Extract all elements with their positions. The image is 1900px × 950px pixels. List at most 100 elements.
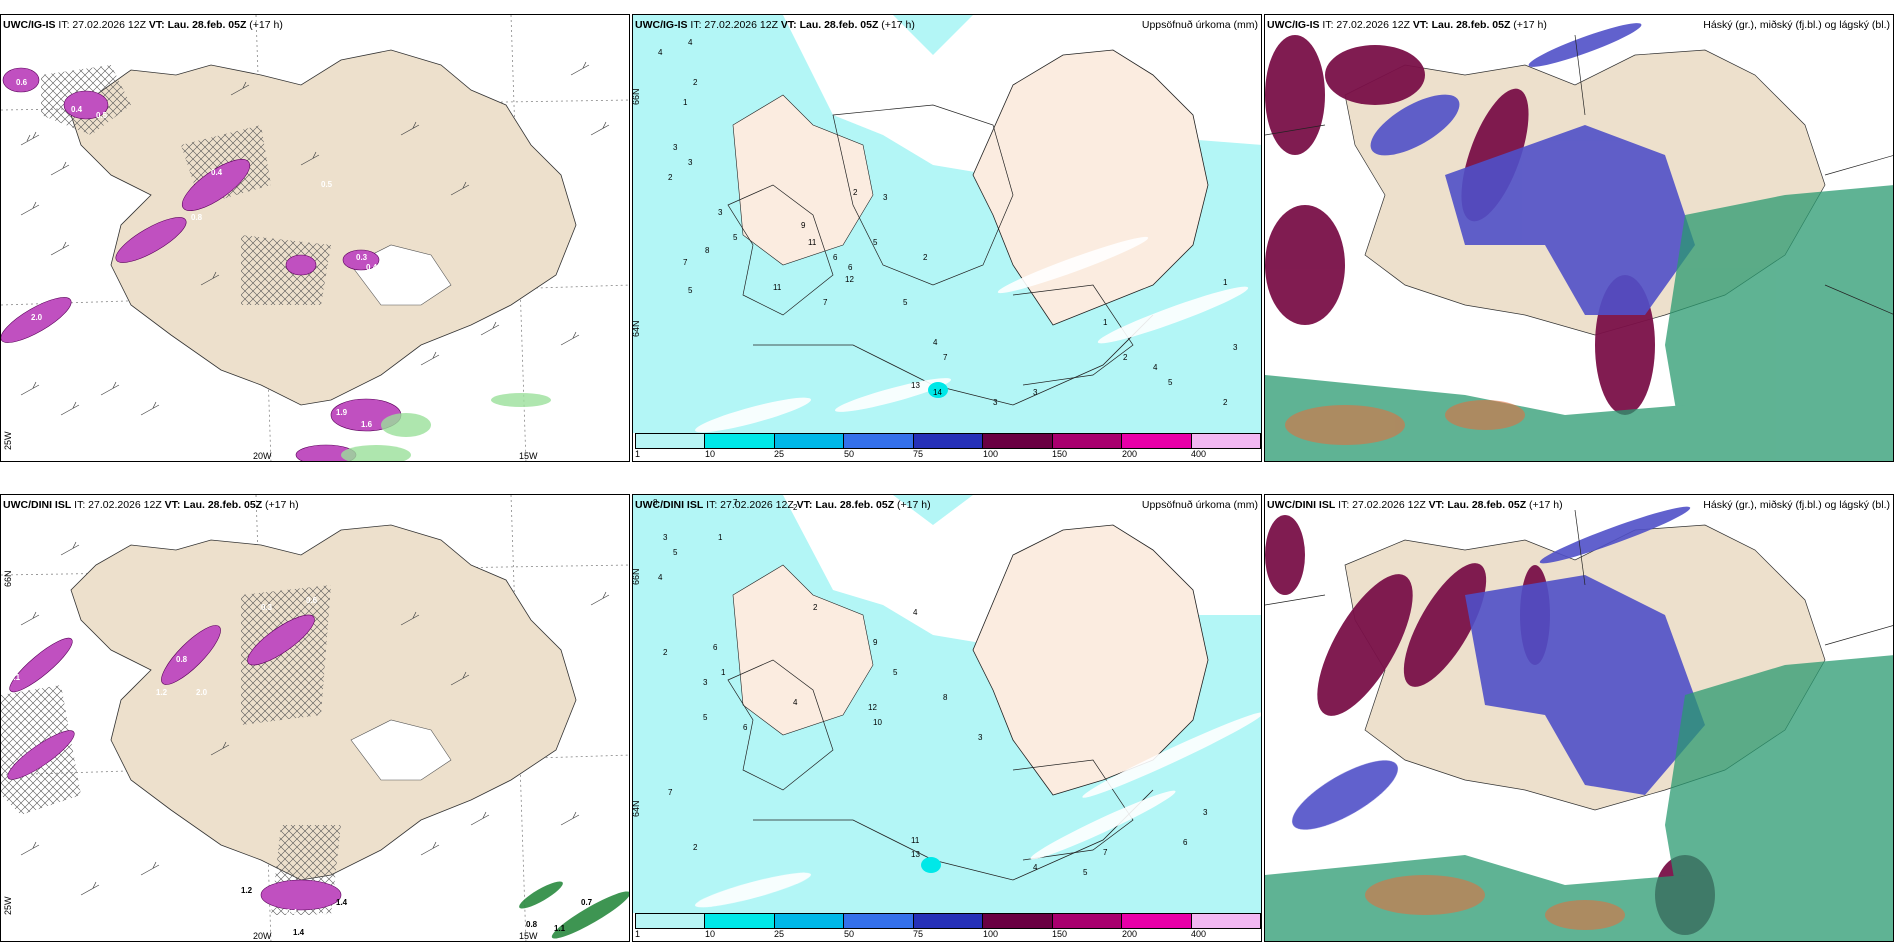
- precip-value: 1: [721, 668, 726, 677]
- wind-label: 0.4: [286, 908, 298, 917]
- precip-value: 12: [868, 703, 877, 712]
- precip-value: 8: [653, 498, 658, 507]
- lon-label: 15W: [519, 931, 538, 941]
- precip-value: 5: [673, 548, 678, 557]
- precip-panel-bottom: 8 7 2 3 5 1 4 6 3 2 1 5 2 9 4 8 12 10 6 …: [632, 494, 1262, 942]
- wind-label: 2.1: [9, 673, 21, 682]
- wind-label: 0.4: [71, 105, 83, 114]
- wind-label: 0.8: [176, 655, 188, 664]
- cloud-map: [1265, 15, 1893, 461]
- lat-label: 66N: [3, 570, 13, 587]
- precip-value: 2: [923, 253, 928, 262]
- wind-label: 0.3: [356, 253, 368, 262]
- lat-label: 66N: [632, 88, 641, 105]
- wind-label: 1.6: [361, 420, 373, 429]
- wind-label: 0.5: [96, 111, 108, 120]
- precip-value: 2: [1223, 398, 1228, 407]
- panel-header: UWC/DINI ISL IT: 27.02.2026 12Z VT: Lau.…: [1267, 499, 1563, 511]
- colorbar-box: [983, 434, 1053, 448]
- precip-value: 7: [733, 498, 738, 507]
- colorbar-tick: 75: [913, 929, 924, 939]
- precip-value: 12: [845, 275, 854, 284]
- colorbar-box: [1122, 914, 1192, 928]
- wind-map: 0.6 0.4 0.5 0.4 0.5 0.8 0.3 0.4 1.6 1.9 …: [1, 15, 629, 461]
- cloud-title: Háský (gr.), miðský (fj.bl.) og lágský (…: [1703, 19, 1890, 31]
- precip-value: 9: [873, 638, 878, 647]
- colorbar-tick: 150: [1052, 929, 1068, 939]
- colorbar-box: [913, 434, 984, 448]
- colorbar: 1 10 25 50 75 100 150 200 400: [633, 433, 1261, 461]
- precip-value: 4: [933, 338, 938, 347]
- wind-label: 0.3: [261, 603, 273, 612]
- precip-value: 2: [693, 78, 698, 87]
- colorbar-tick: 100: [983, 449, 999, 459]
- precip-panel-top: 4 4 2 1 3 3 2 3 5 8 7 5 11 6 12 11 7 9 6…: [632, 14, 1262, 462]
- cloud-map: [1265, 495, 1893, 941]
- colorbar-tick: 150: [1052, 449, 1068, 459]
- precip-value: 3: [718, 208, 723, 217]
- lat-label: 64N: [632, 800, 641, 817]
- colorbar-tick: 75: [913, 449, 924, 459]
- precip-value: 6: [743, 723, 748, 732]
- colorbar-box: [983, 914, 1053, 928]
- precip-value: 13: [911, 381, 920, 390]
- wind-label: 0.6: [16, 78, 28, 87]
- colorbar-tick: 50: [844, 929, 855, 939]
- colorbar-tick: 200: [1122, 929, 1138, 939]
- precip-value: 6: [1183, 838, 1188, 847]
- precip-value: 2: [663, 648, 668, 657]
- precip-value: 5: [1083, 868, 1088, 877]
- wind-precip-panel-top: 0.6 0.4 0.5 0.4 0.5 0.8 0.3 0.4 1.6 1.9 …: [0, 14, 630, 462]
- precip-map: 4 4 2 1 3 3 2 3 5 8 7 5 11 6 12 11 7 9 6…: [633, 15, 1261, 461]
- precip-value: 5: [903, 298, 908, 307]
- precip-value: 4: [688, 38, 693, 47]
- colorbar-box: [844, 914, 914, 928]
- colorbar-box: [774, 434, 845, 448]
- iceland-land: [70, 49, 577, 406]
- colorbar-boxes: [635, 913, 1261, 929]
- precip-value: 4: [1033, 863, 1038, 872]
- precip-value: 3: [993, 398, 998, 407]
- colorbar-box: [1122, 434, 1192, 448]
- wind-map: 0.6 0.3 2.1 0.8 1.2 2.0 0.4 1.0 1.4 0.7 …: [1, 495, 629, 941]
- precip-map: 8 7 2 3 5 1 4 6 3 2 1 5 2 9 4 8 12 10 6 …: [633, 495, 1261, 941]
- colorbar-box: [1191, 434, 1260, 448]
- wind-label: 0.8: [191, 213, 203, 222]
- lat-label: 64N: [632, 320, 641, 337]
- panel-header: UWC/IG-IS IT: 27.02.2026 12Z VT: Lau. 28…: [635, 19, 915, 31]
- panel-header: UWC/DINI ISL IT: 27.02.2026 12Z VT: Lau.…: [635, 499, 931, 511]
- colorbar-box: [844, 434, 914, 448]
- colorbar-tick: 400: [1191, 929, 1207, 939]
- cloud-panel-bottom: UWC/DINI ISL IT: 27.02.2026 12Z VT: Lau.…: [1264, 494, 1894, 942]
- precip-value: 2: [693, 843, 698, 852]
- precip-value: 4: [658, 573, 663, 582]
- precip-value: 11: [808, 238, 817, 247]
- precip-value: 1: [1103, 318, 1108, 327]
- colorbar-tick: 10: [705, 449, 716, 459]
- lon-label: 20W: [253, 451, 272, 461]
- colorbar-tick: 25: [774, 929, 785, 939]
- precip-value: 3: [688, 158, 693, 167]
- cloud-title: Háský (gr.), miðský (fj.bl.) og lágský (…: [1703, 499, 1890, 511]
- wind-label: 2.0: [196, 688, 208, 697]
- colorbar-tick: 200: [1122, 449, 1138, 459]
- colorbar-box: [1052, 914, 1123, 928]
- wind-label: 0.8: [526, 920, 538, 929]
- precip-value: 2: [813, 603, 818, 612]
- precip-value: 2: [668, 173, 673, 182]
- lon-label: 20W: [253, 931, 272, 941]
- precip-value: 7: [683, 258, 688, 267]
- precip-value: 5: [703, 713, 708, 722]
- precip-value: 7: [1103, 848, 1108, 857]
- precip-value: 3: [673, 143, 678, 152]
- wind-label: 1.4: [336, 898, 348, 907]
- precip-value: 5: [1168, 378, 1173, 387]
- colorbar-tick: 1: [635, 449, 641, 459]
- colorbar-tick: 50: [844, 449, 855, 459]
- precip-value: 3: [978, 733, 983, 742]
- wind-label: 0.7: [581, 898, 593, 907]
- wind-label: 1.0: [316, 908, 328, 917]
- lat-label: 66N: [632, 568, 641, 585]
- colorbar-boxes: [635, 433, 1261, 449]
- precip-value: 3: [663, 533, 668, 542]
